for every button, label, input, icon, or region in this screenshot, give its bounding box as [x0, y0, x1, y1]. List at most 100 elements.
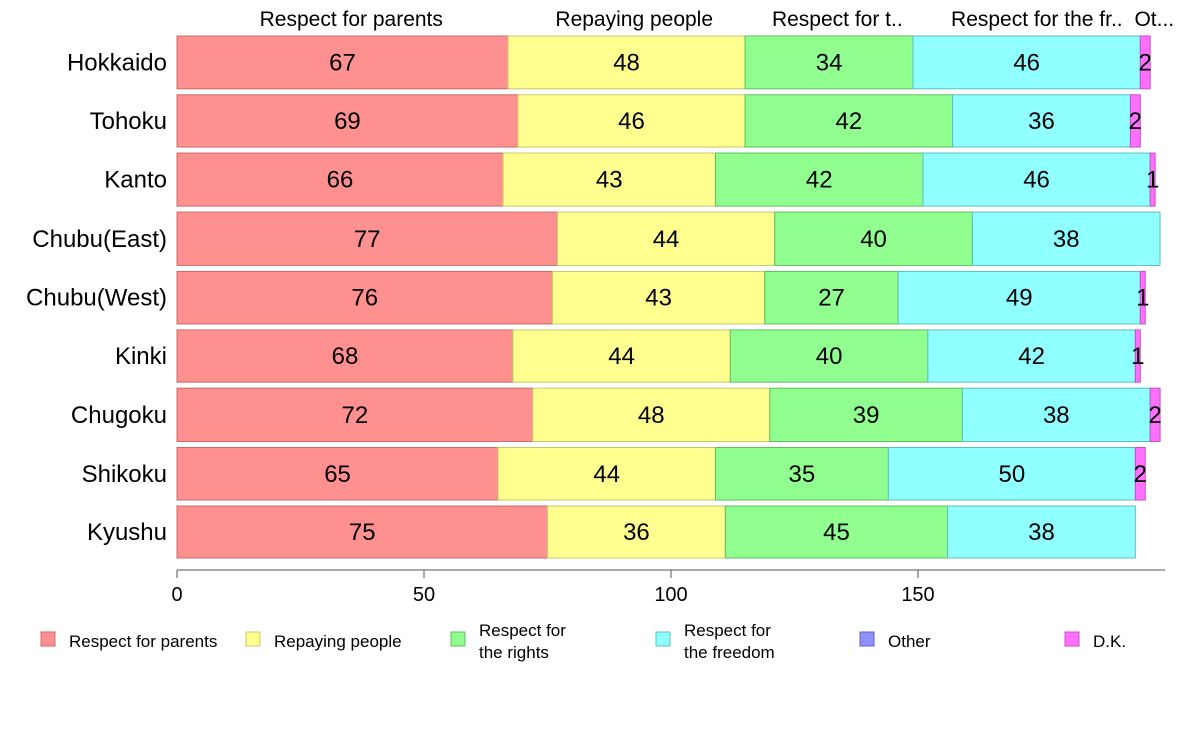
category-label-chubu-east: Chubu(East)	[32, 226, 167, 253]
legend-label-other: Other	[888, 632, 931, 651]
data-label-kanto-respect-for-parents: 66	[327, 167, 354, 194]
bar-segment-chubu-west-repaying-people	[551, 270, 766, 325]
data-label-chubu-east-repaying-people: 44	[653, 226, 680, 253]
top-series-label-3: Respect for t..	[772, 8, 903, 31]
category-label-shikoku: Shikoku	[82, 461, 167, 488]
bar-segment-chubu-west-respect-for-the-rights	[764, 270, 899, 325]
data-label-tohoku-respect-for-the-freedom: 36	[1028, 108, 1055, 135]
data-label-kinki-respect-for-the-rights: 40	[816, 343, 843, 370]
bar-segment-kyushu-respect-for-the-freedom	[947, 505, 1136, 559]
data-label-chubu-east-respect-for-the-freedom: 38	[1053, 226, 1080, 253]
data-label-kyushu-repaying-people: 36	[623, 519, 650, 546]
bar-segment-hokkaido-respect-for-the-rights	[744, 35, 914, 90]
top-series-label-2: Repaying people	[555, 8, 713, 31]
legend-label-respect-for-the-rights-line-1: Respect for	[479, 621, 566, 640]
category-label-kinki: Kinki	[115, 343, 167, 370]
data-label-chubu-west-respect-for-the-freedom: 49	[1006, 285, 1033, 312]
data-label-tohoku-repaying-people: 46	[618, 108, 645, 135]
category-label-chugoku: Chugoku	[71, 402, 167, 429]
bar-segment-tohoku-repaying-people	[517, 94, 746, 148]
bar-segment-kanto-respect-for-the-freedom	[922, 152, 1151, 207]
bar-segment-chubu-west-respect-for-parents	[176, 270, 553, 325]
legend-swatch-respect-for-parents	[40, 631, 56, 647]
data-label-kinki-respect-for-the-freedom: 42	[1018, 343, 1045, 370]
category-label-kanto: Kanto	[104, 167, 167, 194]
data-label-kyushu-respect-for-the-rights: 45	[823, 519, 850, 546]
bar-segment-shikoku-d-k	[1134, 447, 1146, 501]
top-series-label-5: Ot...	[1134, 8, 1174, 31]
bar-segment-kanto-d-k	[1149, 152, 1156, 207]
bar-segment-chubu-east-repaying-people	[556, 211, 776, 266]
data-label-shikoku-d-k: 2	[1134, 461, 1147, 488]
data-label-kyushu-respect-for-the-freedom: 38	[1028, 519, 1055, 546]
bar-segment-kinki-d-k	[1134, 329, 1141, 383]
bar-segment-shikoku-repaying-people	[497, 447, 716, 501]
data-label-tohoku-d-k: 2	[1129, 108, 1142, 135]
bar-segment-kyushu-respect-for-the-rights	[724, 505, 949, 559]
bar-segment-chubu-east-respect-for-the-rights	[774, 211, 973, 266]
data-label-tohoku-respect-for-parents: 69	[334, 108, 361, 135]
top-series-label-4: Respect for the fr..	[951, 8, 1123, 31]
bar-segment-tohoku-respect-for-the-freedom	[952, 94, 1131, 148]
data-label-kanto-d-k: 1	[1146, 167, 1159, 194]
legend-label-respect-for-the-rights-line-2: the rights	[479, 643, 549, 662]
bar-segment-tohoku-respect-for-the-rights	[744, 94, 954, 148]
bar-segment-chugoku-respect-for-the-freedom	[961, 387, 1151, 443]
data-label-kinki-repaying-people: 44	[608, 343, 635, 370]
bar-segment-kanto-respect-for-parents	[176, 152, 504, 207]
bar-segment-shikoku-respect-for-parents	[176, 447, 499, 501]
bar-segment-hokkaido-respect-for-parents	[176, 35, 509, 90]
bar-segment-kyushu-respect-for-parents	[176, 505, 548, 559]
bar-segment-chubu-west-d-k	[1139, 270, 1146, 325]
data-label-shikoku-repaying-people: 44	[593, 461, 620, 488]
bar-segment-kyushu-repaying-people	[547, 505, 726, 559]
bar-segment-tohoku-respect-for-parents	[176, 94, 519, 148]
bar-segment-chugoku-repaying-people	[532, 387, 771, 443]
legend-label-repaying-people: Repaying people	[274, 632, 402, 651]
legend-swatch-respect-for-the-rights	[450, 631, 466, 647]
category-label-tohoku: Tohoku	[90, 108, 167, 135]
bar-segment-kanto-respect-for-the-rights	[714, 152, 924, 207]
x-tick-label-50: 50	[413, 584, 435, 606]
legend-label-respect-for-parents: Respect for parents	[69, 632, 217, 651]
data-label-chugoku-respect-for-parents: 72	[341, 402, 368, 429]
top-series-label-1: Respect for parents	[260, 8, 443, 31]
legend-label-respect-for-the-freedom-line-1: Respect for	[684, 621, 771, 640]
data-label-hokkaido-repaying-people: 48	[613, 49, 640, 76]
bar-segment-chubu-east-respect-for-the-freedom	[971, 211, 1161, 266]
bar-segment-kinki-respect-for-the-freedom	[927, 329, 1136, 383]
bar-segment-kinki-respect-for-parents	[176, 329, 514, 383]
bar-segment-kinki-repaying-people	[512, 329, 731, 383]
category-label-chubu-west: Chubu(West)	[26, 285, 167, 312]
data-label-chubu-west-respect-for-the-rights: 27	[818, 285, 845, 312]
legend-swatch-respect-for-the-freedom	[655, 631, 671, 647]
bar-segment-hokkaido-d-k	[1139, 35, 1151, 90]
data-label-shikoku-respect-for-the-freedom: 50	[999, 461, 1026, 488]
data-label-hokkaido-respect-for-the-freedom: 46	[1013, 49, 1040, 76]
data-label-hokkaido-respect-for-parents: 67	[329, 49, 356, 76]
data-label-kinki-d-k: 1	[1131, 343, 1144, 370]
data-label-kanto-respect-for-the-freedom: 46	[1023, 167, 1050, 194]
data-label-chubu-west-respect-for-parents: 76	[351, 285, 378, 312]
data-label-chugoku-repaying-people: 48	[638, 402, 665, 429]
bar-segment-chubu-east-respect-for-parents	[176, 211, 558, 266]
x-tick-label-100: 100	[654, 584, 687, 606]
category-label-kyushu: Kyushu	[87, 519, 167, 546]
data-label-chubu-east-respect-for-parents: 77	[354, 226, 381, 253]
data-label-chugoku-respect-for-the-freedom: 38	[1043, 402, 1070, 429]
data-label-tohoku-respect-for-the-rights: 42	[835, 108, 862, 135]
x-tick-label-150: 150	[901, 584, 934, 606]
data-label-chugoku-respect-for-the-rights: 39	[853, 402, 880, 429]
legend-swatch-d-k	[1064, 631, 1080, 647]
bar-segment-chugoku-respect-for-the-rights	[769, 387, 963, 443]
data-label-kyushu-respect-for-parents: 75	[349, 519, 376, 546]
bar-segment-kinki-respect-for-the-rights	[729, 329, 929, 383]
legend-swatch-other	[859, 631, 875, 647]
data-label-chubu-west-repaying-people: 43	[645, 285, 672, 312]
data-label-hokkaido-respect-for-the-rights: 34	[816, 49, 843, 76]
bar-segment-tohoku-d-k	[1129, 94, 1141, 148]
bar-segment-chugoku-d-k	[1149, 387, 1161, 443]
legend-label-d-k: D.K.	[1093, 632, 1126, 651]
